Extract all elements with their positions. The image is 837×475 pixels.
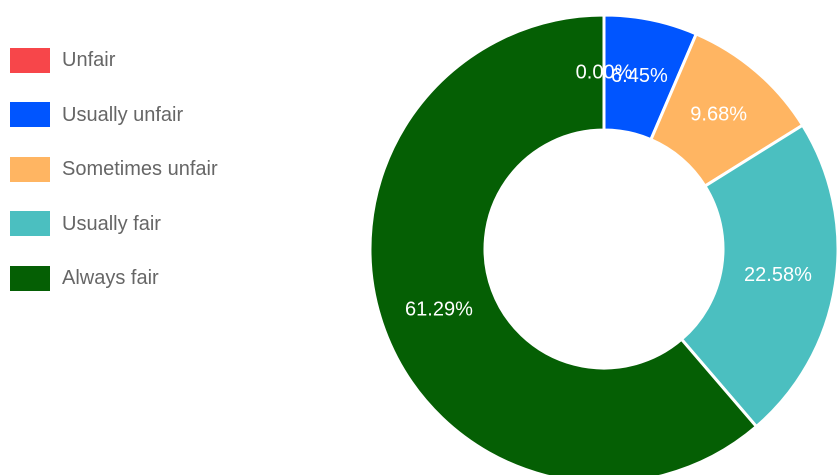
legend-label-always-fair: Always fair: [62, 267, 159, 290]
donut-data-labels: 0.00%6.45% 9.68% 22.58% 61.29%: [405, 61, 812, 320]
legend-item-usually-fair[interactable]: Usually fair: [10, 197, 310, 252]
donut-slices: [368, 13, 837, 475]
donut-slice-always-fair[interactable]: [368, 13, 759, 475]
data-label-usually-unfair: 6.45%: [611, 65, 668, 87]
data-label-unfair: 0.00%: [576, 61, 633, 83]
data-label-usually-fair: 22.58%: [744, 264, 812, 286]
legend-swatch-always-fair: [10, 265, 50, 291]
legend-item-always-fair[interactable]: Always fair: [10, 251, 310, 306]
legend-swatch-sometimes-unfair: [10, 156, 50, 182]
legend-label-usually-unfair: Usually unfair: [62, 103, 184, 126]
legend-swatch-usually-unfair: [10, 102, 50, 128]
legend-label-sometimes-unfair: Sometimes unfair: [62, 158, 218, 181]
chart-legend: Unfair Usually unfair Sometimes unfair U…: [10, 33, 310, 306]
legend-item-unfair[interactable]: Unfair: [10, 33, 310, 88]
legend-label-unfair: Unfair: [62, 49, 116, 72]
legend-item-usually-unfair[interactable]: Usually unfair: [10, 88, 310, 143]
legend-swatch-usually-fair: [10, 211, 50, 237]
data-label-always-fair: 61.29%: [405, 298, 473, 320]
donut-slice-usually-fair[interactable]: [679, 123, 837, 429]
legend-label-usually-fair: Usually fair: [62, 212, 161, 235]
legend-swatch-unfair: [10, 47, 50, 73]
data-label-sometimes-unfair: 9.68%: [690, 104, 747, 126]
legend-item-sometimes-unfair[interactable]: Sometimes unfair: [10, 142, 310, 197]
